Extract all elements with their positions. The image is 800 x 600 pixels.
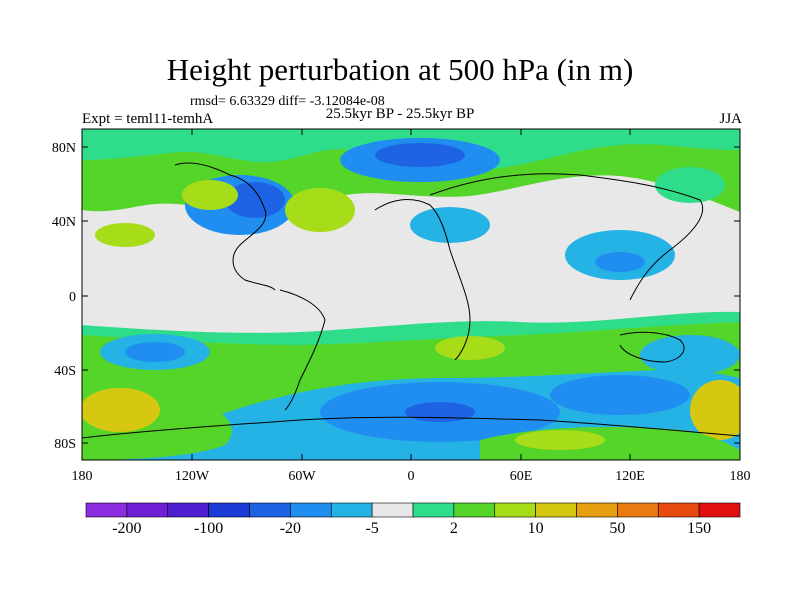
- colorbar-swatch: [290, 502, 332, 518]
- arctic-low-deep: [375, 143, 465, 167]
- australia-coast: [619, 331, 685, 363]
- colorbar-label: 150: [687, 520, 711, 537]
- colorbar-label: 10: [528, 520, 544, 537]
- antarctic-yellow-east: [690, 380, 740, 440]
- colorbar-swatch: [535, 502, 577, 518]
- colorbar-label: -200: [112, 520, 141, 537]
- south-america-coast: [279, 289, 326, 411]
- asia-low-blue: [595, 252, 645, 272]
- season-label: JJA: [719, 111, 742, 127]
- north-america-coast: [174, 162, 276, 291]
- s-indian-blue: [550, 375, 690, 415]
- lon-tick-60e: 60E: [510, 469, 533, 484]
- lat-tick-marks: [82, 146, 740, 444]
- colorbar-swatch: [412, 502, 455, 518]
- pacific-high: [95, 223, 155, 247]
- lon-tick-60w: 60W: [288, 469, 316, 484]
- colorbar-swatch: [494, 502, 536, 518]
- map-title: Height perturbation at 500 hPa (in m): [166, 52, 634, 87]
- antarctic-yellow-west: [82, 388, 160, 432]
- lon-tick-180w: 180: [72, 469, 93, 484]
- coastlines: [82, 162, 740, 439]
- colorbar-swatch: [85, 502, 128, 518]
- na-high-yellowgreen: [182, 180, 238, 210]
- s-pacific-low-blue: [125, 342, 185, 362]
- southern-ocean-deep: [405, 402, 475, 422]
- colorbar-swatch: [371, 502, 414, 518]
- lon-tick-180e: 180: [730, 469, 751, 484]
- na-low-deep: [225, 182, 285, 218]
- lat-tick-80s: 80S: [54, 437, 76, 452]
- s-aus-low: [640, 335, 740, 375]
- colorbar-swatch: [453, 502, 496, 518]
- colorbar-label: 2: [450, 520, 458, 537]
- colorbar-swatch: [617, 502, 659, 518]
- contour-field: [82, 129, 740, 460]
- colorbar-label: 50: [609, 520, 625, 537]
- siberia-teal: [655, 167, 725, 203]
- colorbar-swatch: [167, 502, 209, 518]
- colorbar: -200 -100 -20 -5 2 10 50 150: [85, 502, 741, 537]
- lat-tick-40n: 40N: [52, 215, 76, 230]
- lat-tick-80n: 80N: [52, 141, 76, 156]
- colorbar-swatch: [657, 502, 700, 518]
- colorbar-swatch: [208, 502, 250, 518]
- colorbar-swatch: [698, 502, 741, 518]
- lon-tick-marks: [191, 129, 631, 460]
- atlantic-high: [285, 188, 355, 232]
- rmsd-diff-stats: rmsd= 6.63329 diff= -3.12084e-08: [190, 94, 385, 109]
- lon-tick-120w: 120W: [175, 469, 210, 484]
- antarctic-yellowgreen: [515, 430, 605, 450]
- europe-low: [410, 207, 490, 243]
- eurasia-coast: [429, 173, 704, 301]
- colorbar-label: -5: [365, 520, 378, 537]
- lat-tick-0: 0: [69, 290, 76, 305]
- colorbar-swatch: [126, 502, 169, 518]
- lon-tick-120e: 120E: [615, 469, 645, 484]
- africa-coast: [374, 199, 471, 361]
- colorbar-label: -100: [194, 520, 223, 537]
- s-africa-high: [435, 336, 505, 360]
- antarctica-coast: [82, 416, 740, 439]
- lat-tick-40s: 40S: [54, 364, 76, 379]
- lon-tick-0: 0: [408, 469, 415, 484]
- experiment-label: Expt = teml11-temhA: [82, 111, 214, 127]
- colorbar-swatch: [249, 502, 291, 518]
- period-label: 25.5kyr BP - 25.5kyr BP: [325, 106, 475, 122]
- colorbar-swatch: [576, 502, 618, 518]
- colorbar-label: -20: [280, 520, 301, 537]
- colorbar-swatch: [330, 502, 373, 518]
